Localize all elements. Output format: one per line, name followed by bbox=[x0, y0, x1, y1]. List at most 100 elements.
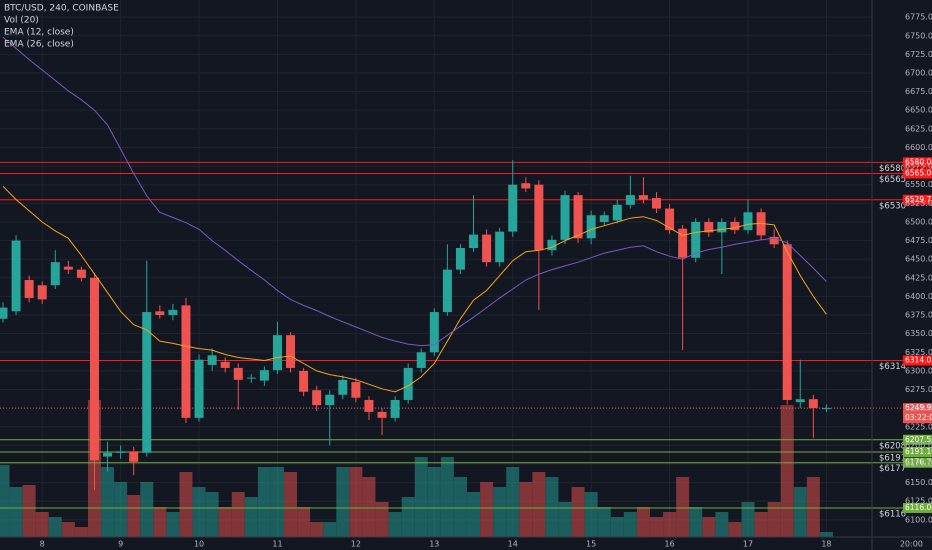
volume-bar bbox=[741, 502, 755, 537]
x-tick-label: 11 bbox=[272, 540, 282, 549]
level-name: $6314 bbox=[879, 362, 906, 372]
y-tick-label: 6475.00 bbox=[905, 236, 932, 245]
level-name: $6530 bbox=[879, 201, 906, 211]
candle-body bbox=[129, 451, 139, 462]
candle-body bbox=[116, 451, 126, 453]
y-tick-label: 6450.00 bbox=[905, 255, 932, 264]
candle-body bbox=[37, 285, 47, 300]
level-box bbox=[903, 457, 932, 468]
candle-body bbox=[390, 399, 400, 418]
volume-bar bbox=[506, 467, 520, 537]
candle-body bbox=[325, 394, 335, 406]
y-tick-label: 6425.00 bbox=[905, 273, 932, 282]
y-tick-label: 6775.00 bbox=[905, 13, 932, 22]
volume-bar bbox=[427, 467, 441, 537]
ema-line bbox=[2, 185, 827, 393]
indicator-label: EMA (26, close) bbox=[4, 40, 74, 50]
volume-bar bbox=[362, 477, 376, 537]
volume-bar bbox=[401, 497, 415, 537]
candle-body bbox=[207, 355, 217, 365]
candle-body bbox=[599, 215, 609, 222]
candle-body bbox=[665, 208, 675, 231]
candle-body bbox=[495, 231, 505, 263]
volume-bar bbox=[231, 492, 245, 537]
volume-bar bbox=[179, 472, 193, 537]
volume-bar bbox=[728, 522, 742, 537]
candle-body bbox=[508, 184, 518, 232]
y-tick-label: 6625.00 bbox=[905, 124, 932, 133]
countdown-label: 03:22:08 bbox=[905, 413, 932, 422]
candle-body bbox=[246, 377, 256, 379]
level-name: $6580 bbox=[879, 164, 906, 174]
volume-bar bbox=[532, 472, 546, 537]
volume-bar bbox=[9, 487, 23, 537]
y-tick-label: 6100.00 bbox=[905, 515, 932, 524]
volume-bar bbox=[754, 512, 768, 537]
volume-bar bbox=[388, 512, 402, 537]
volume-bar bbox=[793, 487, 807, 537]
level-name: $6177 bbox=[879, 464, 906, 474]
level-name: $6208 bbox=[879, 441, 906, 451]
y-tick-label: 6675.00 bbox=[905, 87, 932, 96]
candle-body bbox=[351, 382, 361, 398]
x-tick-label: 17 bbox=[743, 540, 753, 549]
volume-bar bbox=[610, 517, 624, 537]
x-tick-label: 10 bbox=[194, 540, 204, 549]
volume-bar bbox=[323, 522, 337, 537]
candle-body bbox=[455, 248, 465, 270]
volume-bar bbox=[297, 507, 311, 537]
volume-bar bbox=[480, 482, 494, 537]
candle-body bbox=[821, 408, 831, 410]
level-name: $6116 bbox=[879, 509, 906, 519]
volume-bar bbox=[702, 517, 716, 537]
x-tick-label: 14 bbox=[508, 540, 518, 549]
volume-bar bbox=[218, 507, 232, 537]
level-name: $6565 bbox=[879, 175, 906, 185]
volume-bar bbox=[545, 477, 559, 537]
volume-bar bbox=[0, 465, 10, 537]
candle-body bbox=[638, 195, 648, 200]
candle-body bbox=[24, 280, 34, 298]
volume-bar bbox=[310, 522, 324, 537]
volume-bar bbox=[689, 507, 703, 537]
candle-body bbox=[155, 311, 165, 316]
level-label: 6116.00 bbox=[905, 503, 932, 512]
x-tick-label: 20:00 bbox=[900, 540, 923, 549]
candle-body bbox=[50, 262, 60, 286]
candle-body bbox=[377, 411, 387, 418]
level-box bbox=[903, 355, 932, 366]
y-tick-label: 6300.00 bbox=[905, 366, 932, 375]
candle-body bbox=[63, 266, 73, 270]
candle-body bbox=[442, 269, 452, 313]
volume-bar bbox=[192, 487, 206, 537]
x-tick-label: 18 bbox=[821, 540, 831, 549]
volume-bar bbox=[375, 502, 389, 537]
candle-body bbox=[547, 239, 557, 251]
volume-bar bbox=[284, 472, 298, 537]
volume-bar bbox=[257, 467, 271, 537]
candle-body bbox=[103, 452, 113, 457]
candle-body bbox=[181, 305, 191, 418]
level-label: 6176.76 bbox=[905, 458, 932, 467]
volume-bar bbox=[48, 517, 62, 537]
x-tick-label: 9 bbox=[118, 540, 123, 549]
volume-bar bbox=[467, 492, 481, 537]
candle-body bbox=[573, 195, 583, 239]
candle-body bbox=[534, 184, 544, 251]
ema-line bbox=[2, 36, 827, 347]
y-tick-label: 6325.00 bbox=[905, 348, 932, 357]
candle-body bbox=[259, 370, 269, 381]
y-tick-label: 6250.00 bbox=[905, 404, 932, 413]
level-label: 6314.03 bbox=[905, 355, 932, 364]
candle-body bbox=[299, 370, 309, 392]
candle-body bbox=[691, 221, 701, 258]
level-box bbox=[903, 168, 932, 179]
candle-body bbox=[89, 277, 99, 461]
volume-bar bbox=[767, 502, 781, 537]
volume-bar bbox=[35, 512, 49, 537]
candle-body bbox=[743, 212, 753, 231]
candle-body bbox=[168, 309, 178, 316]
candle-body bbox=[142, 312, 152, 453]
